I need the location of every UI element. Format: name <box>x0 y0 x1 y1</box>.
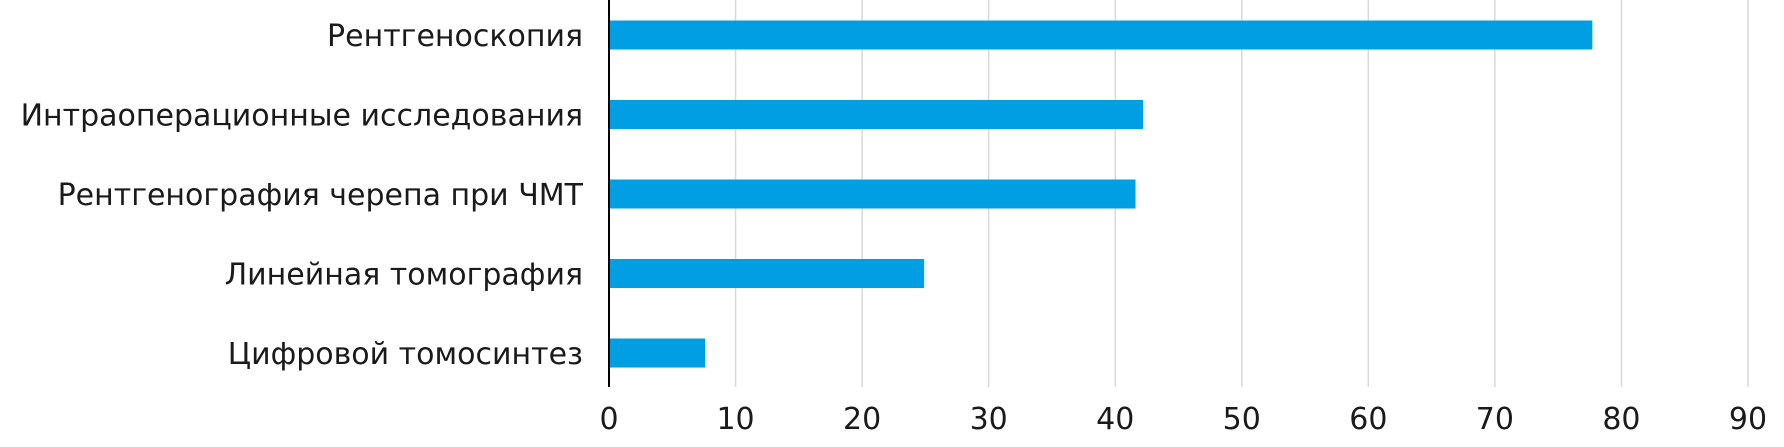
category-label: Рентгеноскопия <box>327 19 583 54</box>
category-label: Линейная томография <box>225 258 583 293</box>
x-tick-label: 20 <box>843 402 881 437</box>
x-tick-label: 50 <box>1223 402 1261 437</box>
bar <box>610 179 1136 209</box>
bar <box>610 338 706 368</box>
x-tick-label: 90 <box>1729 402 1767 437</box>
bar <box>610 259 925 288</box>
x-tick-label: 10 <box>716 402 754 437</box>
bar <box>610 20 1593 50</box>
x-tick-label: 70 <box>1476 402 1514 437</box>
category-label: Рентгенография черепа при ЧМТ <box>58 178 584 213</box>
category-labels: Рентгеноскопия Интраоперационные исследов… <box>21 19 584 372</box>
gridlines <box>734 0 1749 387</box>
x-tick-label: 60 <box>1349 402 1387 437</box>
category-label: Цифровой томосинтез <box>228 337 583 372</box>
bars <box>610 20 1593 368</box>
x-tick-labels: 0 10 20 30 40 50 60 70 80 90 <box>599 402 1767 437</box>
bar <box>610 100 1144 129</box>
x-tick-label: 80 <box>1602 402 1640 437</box>
category-label: Интраоперационные исследования <box>21 99 583 134</box>
x-tick-label: 30 <box>970 402 1008 437</box>
x-tick-label: 0 <box>599 402 618 437</box>
x-tick-label: 40 <box>1096 402 1134 437</box>
